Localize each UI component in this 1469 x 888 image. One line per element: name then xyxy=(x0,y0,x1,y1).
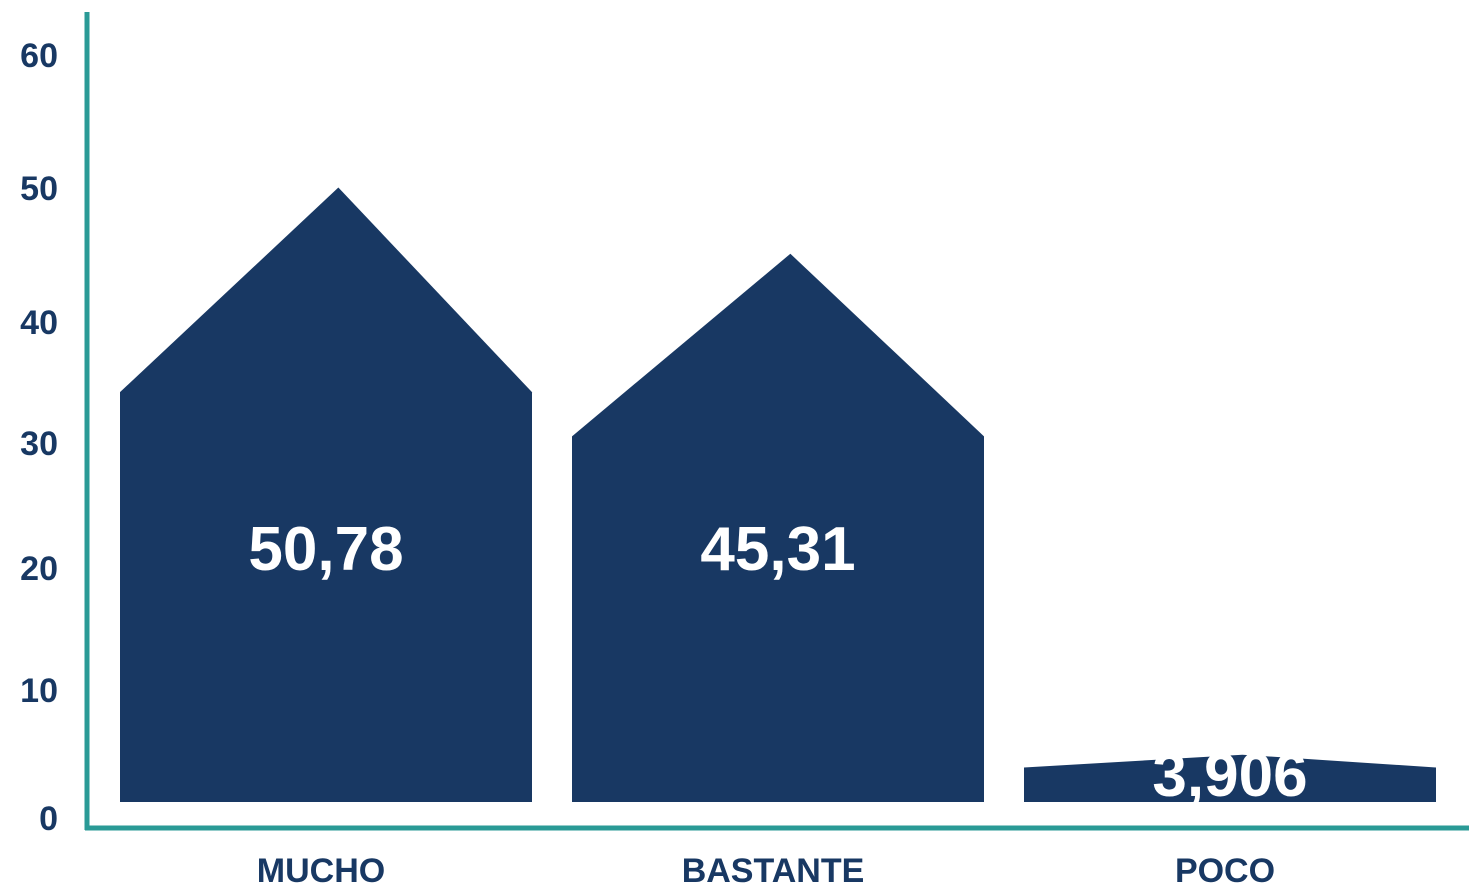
x-category-label: POCO xyxy=(1175,852,1275,888)
y-tick-label: 20 xyxy=(20,550,58,588)
data-label: 45,31 xyxy=(700,515,855,584)
x-category-label: BASTANTE xyxy=(682,852,865,888)
bar-poco xyxy=(1024,754,1436,802)
bar-bastante xyxy=(572,253,984,802)
axes xyxy=(84,12,1469,831)
y-tick-label: 40 xyxy=(20,304,58,342)
data-label: 3,906 xyxy=(1152,741,1307,810)
y-tick-label: 0 xyxy=(39,800,58,838)
y-tick-label: 60 xyxy=(20,37,58,75)
y-axis-ticks: 0 10 20 30 40 50 60 xyxy=(20,37,58,838)
bars: 50,78 45,31 3,906 xyxy=(120,187,1436,810)
y-tick-label: 10 xyxy=(20,672,58,710)
bar-mucho xyxy=(120,187,532,802)
y-tick-label: 50 xyxy=(20,170,58,208)
y-tick-label: 30 xyxy=(20,425,58,463)
x-axis-categories: MUCHO BASTANTE POCO xyxy=(257,852,1275,888)
x-category-label: MUCHO xyxy=(257,852,385,888)
data-label: 50,78 xyxy=(248,515,403,584)
